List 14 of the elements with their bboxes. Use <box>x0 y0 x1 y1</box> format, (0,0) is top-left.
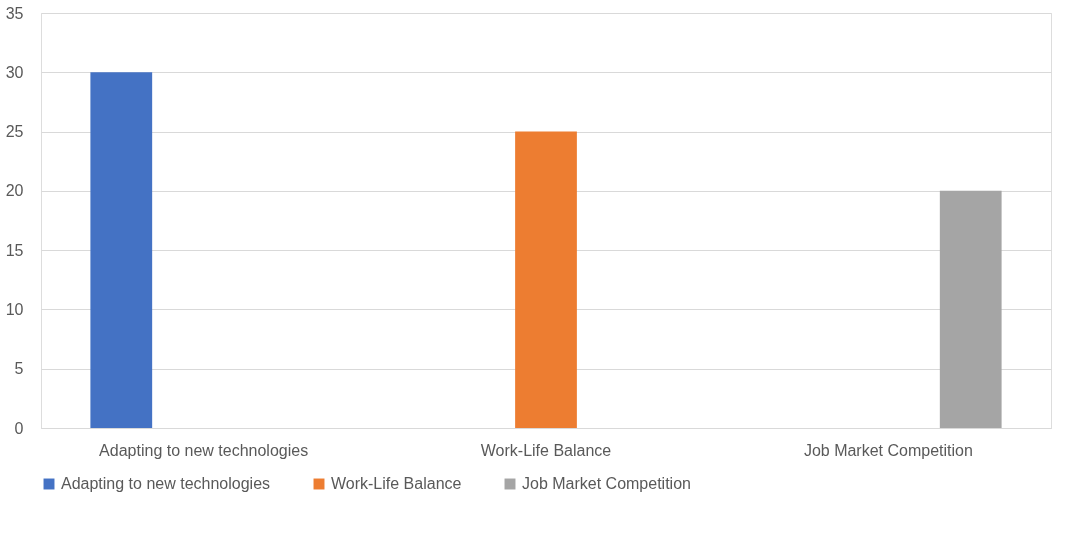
y-tick-label: 35 <box>5 4 24 22</box>
y-tick-label: 10 <box>5 300 24 318</box>
x-tick-label: Job Market Competition <box>803 441 973 459</box>
legend-label: Job Market Competition <box>522 475 691 492</box>
x-tick-label: Adapting to new technologies <box>99 441 309 459</box>
x-tick-label: Work-Life Balance <box>480 441 612 459</box>
y-tick-label: 25 <box>5 123 24 141</box>
y-tick-label: 5 <box>14 360 24 378</box>
y-tick-label: 20 <box>5 182 24 200</box>
legend-label: Adapting to new technologies <box>61 475 271 492</box>
legend-label: Work-Life Balance <box>331 475 462 492</box>
y-tick-label: 15 <box>5 241 24 259</box>
y-tick-label: 30 <box>5 63 24 81</box>
y-tick-label: 0 <box>14 419 24 437</box>
